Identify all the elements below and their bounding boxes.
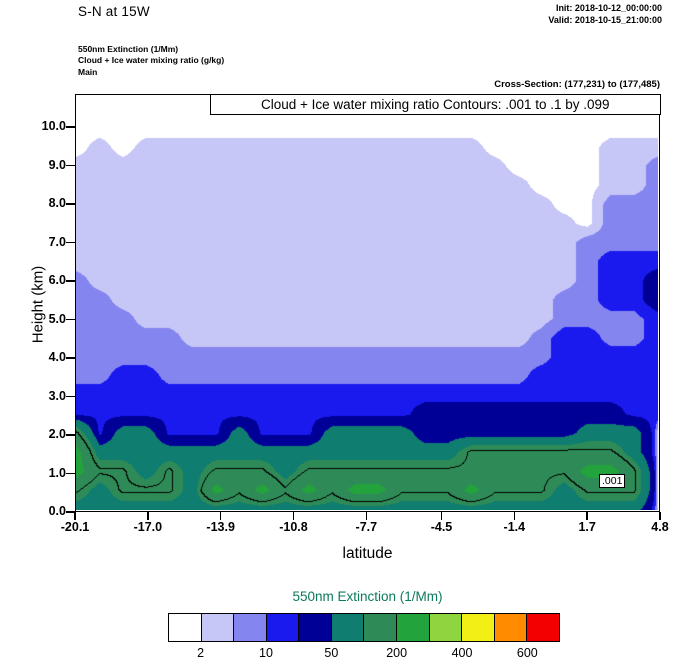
- colorbar: [168, 613, 560, 642]
- x-tick-mark: [147, 512, 149, 520]
- colorbar-cell: [331, 614, 365, 641]
- x-tick-mark: [513, 512, 516, 520]
- x-tick-label: -10.8: [279, 520, 308, 534]
- colorbar-cell: [266, 614, 300, 641]
- y-tick-label: 8.0: [48, 196, 66, 211]
- x-tick-label: -4.5: [430, 520, 453, 534]
- y-tick-mark: [66, 472, 75, 475]
- field-label-cloud-ice: Cloud + Ice water mixing ratio (g/kg): [78, 55, 225, 66]
- init-timestamp: Init: 2018-10-12_00:00:00: [555, 3, 662, 13]
- cross-section-label: Cross-Section: (177,231) to (177,485): [494, 79, 660, 90]
- y-tick-label: 2.0: [48, 427, 66, 442]
- colorbar-cell: [234, 614, 267, 641]
- x-tick-label: -17.0: [133, 520, 163, 534]
- colorbar-cell: [527, 614, 559, 641]
- colorbar-tick-label: 200: [386, 646, 408, 660]
- plot-area: Cloud + Ice water mixing ratio Contours:…: [75, 93, 661, 512]
- field-labels: 550nm Extinction (1/Mm) Cloud + Ice wate…: [78, 44, 224, 78]
- x-tick-label: -20.1: [60, 520, 90, 534]
- cloud-contour-inline-label: .001: [599, 474, 626, 488]
- colorbar-cell: [364, 614, 398, 641]
- y-tick-mark: [66, 280, 75, 282]
- colorbar-tick-label: 2: [197, 646, 205, 660]
- y-tick-mark: [66, 126, 75, 128]
- x-tick-label: 1.7: [578, 520, 596, 534]
- y-tick-label: 6.0: [48, 273, 66, 288]
- x-tick-label: -13.9: [206, 520, 235, 534]
- field-label-extinction: 550nm Extinction (1/Mm): [78, 44, 179, 54]
- colorbar-labels: 2 10 50 200 400 600: [168, 646, 560, 662]
- y-tick-mark: [66, 318, 75, 321]
- x-axis-label: latitude: [342, 545, 393, 562]
- x-tick-mark: [219, 512, 222, 520]
- colorbar-tick-label: 10: [259, 646, 273, 660]
- colorbar-tick-label: 600: [516, 646, 538, 660]
- y-tick-label: 5.0: [48, 311, 66, 326]
- x-tick-mark: [292, 512, 295, 520]
- x-tick-mark: [365, 512, 368, 520]
- x-tick-mark: [659, 512, 661, 520]
- figure-title: S-N at 15W: [78, 4, 150, 19]
- x-tick-label: 4.8: [651, 520, 669, 534]
- x-tick-mark: [586, 512, 588, 520]
- colorbar-cell: [462, 614, 495, 641]
- x-tick-mark: [440, 512, 443, 520]
- colorbar-cell: [169, 614, 202, 641]
- x-tick-label: -1.4: [503, 520, 526, 534]
- y-tick-mark: [66, 241, 75, 244]
- contour-info-box: Cloud + Ice water mixing ratio Contours:…: [210, 93, 661, 115]
- timestamps: Init: 2018-10-12_00:00:00 Valid: 2018-10…: [548, 3, 662, 26]
- y-tick-mark: [66, 357, 75, 359]
- colorbar-tick-label: 50: [324, 646, 339, 660]
- x-tick-label: -7.7: [355, 520, 378, 534]
- colorbar-cell: [429, 614, 463, 641]
- colorbar-cell: [299, 614, 332, 641]
- colorbar-cell: [494, 614, 528, 641]
- y-tick-mark: [66, 203, 75, 205]
- y-tick-label: 3.0: [48, 388, 66, 403]
- colorbar-tick-label: 400: [451, 646, 473, 660]
- y-tick-mark: [66, 164, 75, 167]
- x-tick-mark: [74, 512, 76, 520]
- y-tick-mark: [66, 395, 75, 398]
- colorbar-title: 550nm Extinction (1/Mm): [292, 589, 443, 604]
- y-tick-label: 1.0: [48, 465, 66, 480]
- valid-timestamp: Valid: 2018-10-15_21:00:00: [548, 14, 662, 25]
- extinction-contour-canvas: [76, 95, 658, 510]
- y-tick-mark: [66, 511, 75, 513]
- y-tick-mark: [66, 434, 75, 436]
- y-tick-label: 10.0: [41, 119, 66, 134]
- y-tick-label: 9.0: [48, 157, 66, 172]
- y-tick-label: 4.0: [48, 350, 66, 365]
- field-label-model: Main: [78, 66, 98, 77]
- y-tick-label: 7.0: [48, 234, 66, 249]
- colorbar-cell: [397, 614, 430, 641]
- y-axis-label: Height (km): [29, 265, 47, 344]
- y-tick-label: 0.0: [48, 504, 66, 518]
- colorbar-cell: [201, 614, 235, 641]
